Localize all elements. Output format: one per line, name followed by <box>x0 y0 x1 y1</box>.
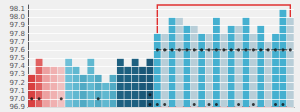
svg-text:97.1: 97.1 <box>9 87 25 95</box>
svg-text:97.2: 97.2 <box>9 79 25 87</box>
svg-text:97.8: 97.8 <box>9 30 25 38</box>
svg-text:97.9: 97.9 <box>9 21 25 29</box>
svg-text:98.1: 98.1 <box>9 5 25 13</box>
svg-text:97.5: 97.5 <box>9 54 25 62</box>
svg-text:97.6: 97.6 <box>9 46 25 54</box>
svg-text:96.9: 96.9 <box>9 103 25 111</box>
svg-text:97.4: 97.4 <box>9 62 25 70</box>
svg-text:98.0: 98.0 <box>9 13 25 21</box>
svg-text:97.0: 97.0 <box>9 95 25 103</box>
svg-text:97.7: 97.7 <box>9 38 25 46</box>
svg-text:97.3: 97.3 <box>9 70 25 78</box>
